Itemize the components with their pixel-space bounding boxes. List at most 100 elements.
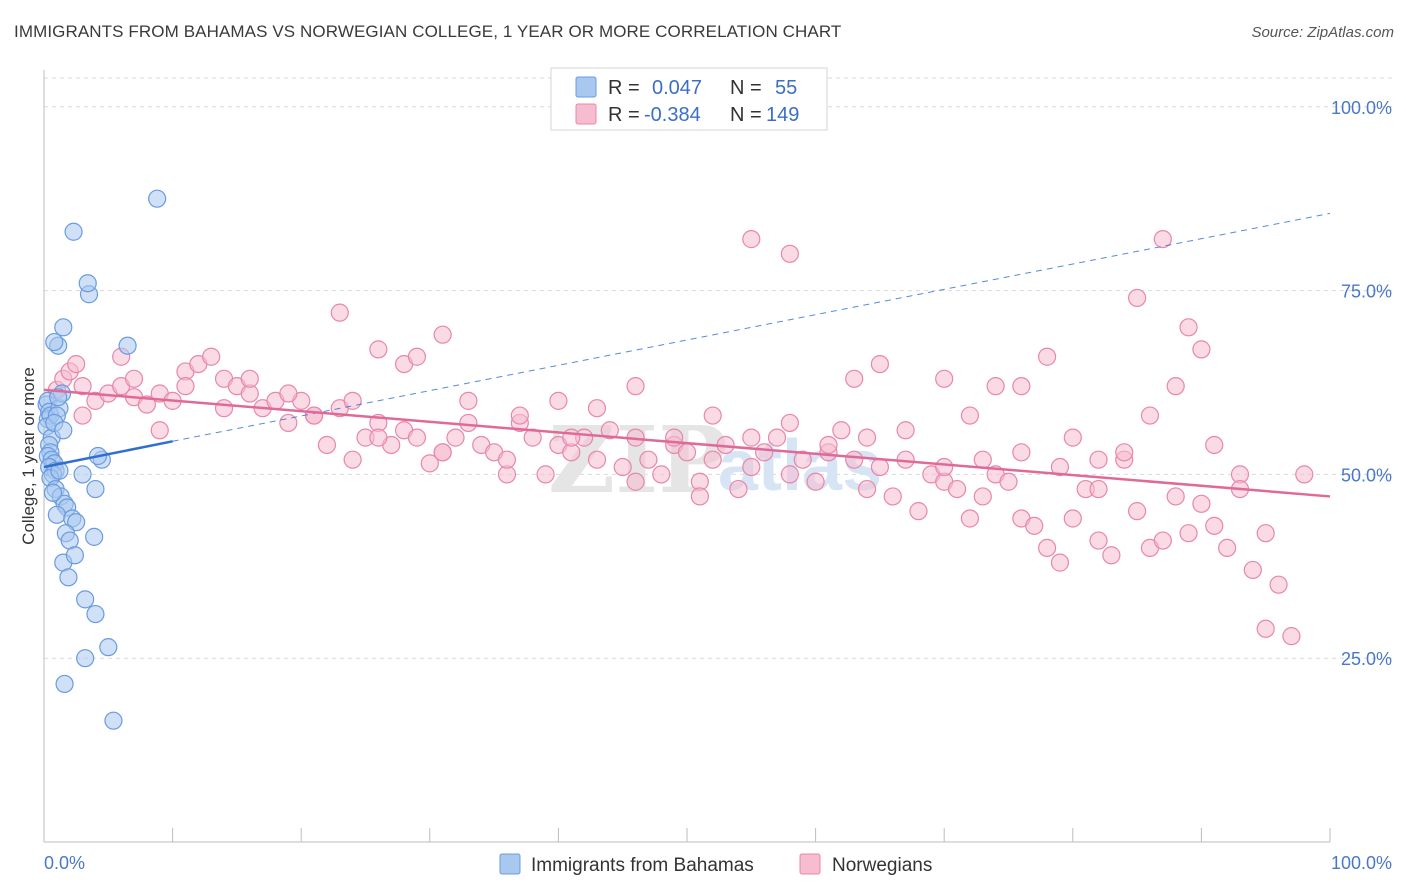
- norwegians-point-14: [202, 347, 221, 366]
- norwegians-point-107: [845, 369, 864, 388]
- norwegians-point-40: [536, 465, 555, 484]
- norwegians-point-152: [304, 406, 324, 425]
- norwegians-point-113: [1037, 347, 1057, 366]
- norwegians-point-150: [176, 377, 195, 396]
- norwegians-point-79: [1037, 538, 1057, 558]
- norwegians-point-4: [73, 377, 92, 396]
- norwegians-point-31: [420, 454, 439, 473]
- legend-n-label-bahamas: N =: [730, 77, 762, 99]
- norwegians-point-91: [1192, 494, 1211, 513]
- legend-swatch-norwegians: [575, 103, 597, 125]
- stats-legend-box: [550, 67, 828, 131]
- bahamas-point-36: [59, 568, 78, 587]
- norwegians-point-74: [973, 487, 992, 506]
- norwegians-point-123: [279, 384, 298, 403]
- norwegians-point-84: [1102, 546, 1121, 565]
- norwegians-point-63: [832, 421, 851, 440]
- norwegians-point-110: [960, 406, 980, 425]
- norwegians-point-129: [626, 377, 645, 396]
- norwegians-point-55: [729, 479, 748, 499]
- norwegians-point-76: [999, 472, 1018, 491]
- bahamas-point-26: [47, 505, 66, 524]
- norwegians-point-25: [343, 450, 362, 469]
- legend-r-value-bahamas: 0.047: [652, 77, 702, 99]
- norwegians-point-115: [1089, 479, 1108, 499]
- norwegians-point-145: [1205, 435, 1224, 455]
- bahamas-point-46: [64, 222, 83, 241]
- bahamas-point-20: [49, 388, 68, 407]
- norwegians-point-20: [279, 413, 298, 433]
- bahamas-point-45: [118, 336, 137, 355]
- norwegians-point-64: [845, 450, 864, 469]
- norwegians-point-90: [1179, 524, 1198, 543]
- norwegians-point-57: [755, 443, 774, 462]
- bahamas-point-31: [73, 465, 92, 484]
- norwegians-point-157: [626, 472, 645, 491]
- norwegians-point-153: [369, 428, 388, 447]
- norwegians-point-95: [1243, 560, 1262, 580]
- norwegians-point-67: [883, 487, 902, 506]
- norwegians-point-147: [1256, 524, 1275, 543]
- norwegians-point-60: [793, 450, 812, 469]
- norwegians-point-81: [1063, 509, 1082, 528]
- norwegians-point-3: [67, 354, 86, 374]
- chart-source: Source: ZipAtlas.com: [1251, 24, 1394, 41]
- norwegians-point-143: [1153, 230, 1172, 249]
- norwegians-point-128: [587, 399, 607, 418]
- norwegians-point-99: [1295, 465, 1314, 484]
- bahamas-points: [37, 189, 167, 730]
- norwegians-point-134: [819, 435, 838, 455]
- norwegians-point-46: [613, 457, 632, 477]
- norwegians-point-58: [767, 428, 787, 447]
- norwegians-point-65: [857, 479, 877, 499]
- norwegians-point-34: [459, 413, 478, 433]
- norwegians-point-121: [150, 421, 169, 440]
- norwegians-point-105: [742, 230, 761, 249]
- norwegians-point-119: [1192, 340, 1211, 359]
- legend-n-label-norwegians: N =: [730, 104, 762, 126]
- norwegians-point-73: [960, 509, 980, 528]
- norwegians-point-44: [587, 450, 607, 469]
- bahamas-point-53: [43, 483, 63, 502]
- legend-r-value-norwegians: -0.384: [644, 104, 701, 126]
- bahamas-point-47: [148, 189, 167, 208]
- stats-legend: R = 0.047 N = 55 R = -0.384 N = 149: [550, 67, 828, 131]
- norwegians-point-125: [459, 391, 478, 410]
- norwegians-point-78: [1025, 516, 1044, 535]
- norwegians-point-51: [677, 443, 697, 462]
- norwegians-point-66: [870, 457, 890, 477]
- y-axis-label: College, 1 year or more: [19, 367, 38, 545]
- norwegians-point-89: [1166, 487, 1185, 506]
- norwegians-point-122: [214, 399, 234, 418]
- series-legend-swatch-bahamas: [499, 853, 521, 875]
- norwegians-point-103: [407, 347, 427, 366]
- norwegians-point-101: [369, 340, 388, 359]
- bahamas-point-48: [85, 527, 104, 546]
- norwegians-point-88: [1153, 531, 1172, 550]
- norwegians-point-117: [1140, 406, 1160, 425]
- y-tick-label-75: 75.0%: [1341, 282, 1392, 302]
- bahamas-point-52: [104, 711, 123, 730]
- series-legend-swatch-norwegians: [799, 853, 821, 875]
- legend-n-value-bahamas: 55: [775, 77, 797, 99]
- norwegians-point-30: [407, 428, 427, 447]
- bahamas-point-41: [54, 318, 73, 337]
- bahamas-trend-line: [43, 440, 173, 469]
- norwegians-point-131: [703, 406, 722, 425]
- norwegians-trend-line: [43, 388, 1331, 498]
- legend-swatch-bahamas: [575, 76, 597, 98]
- norwegians-point-116: [1115, 443, 1134, 462]
- norwegians-point-138: [973, 450, 992, 469]
- bahamas-point-50: [76, 649, 95, 668]
- norwegians-point-136: [896, 421, 915, 440]
- norwegians-point-140: [1050, 457, 1070, 477]
- norwegians-point-96: [1256, 619, 1275, 638]
- norwegians-point-132: [742, 428, 761, 447]
- norwegians-point-127: [549, 391, 568, 410]
- norwegians-point-93: [1218, 538, 1237, 558]
- norwegians-point-92: [1205, 516, 1224, 535]
- norwegians-point-100: [330, 303, 349, 322]
- norwegians-point-111: [986, 377, 1005, 396]
- series-legend-label-norwegians: Norwegians: [832, 855, 932, 876]
